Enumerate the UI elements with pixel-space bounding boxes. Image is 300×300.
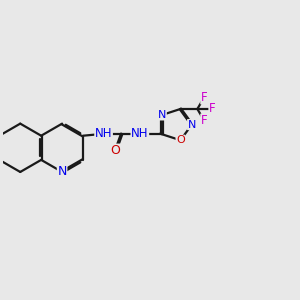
Text: N: N <box>188 120 196 130</box>
Text: O: O <box>111 144 121 157</box>
Text: F: F <box>201 114 208 127</box>
Text: O: O <box>176 135 185 145</box>
Text: N: N <box>57 166 67 178</box>
Text: F: F <box>209 103 216 116</box>
Text: N: N <box>158 110 166 120</box>
Text: F: F <box>201 91 208 104</box>
Text: NH: NH <box>131 127 148 140</box>
Text: NH: NH <box>95 127 112 140</box>
